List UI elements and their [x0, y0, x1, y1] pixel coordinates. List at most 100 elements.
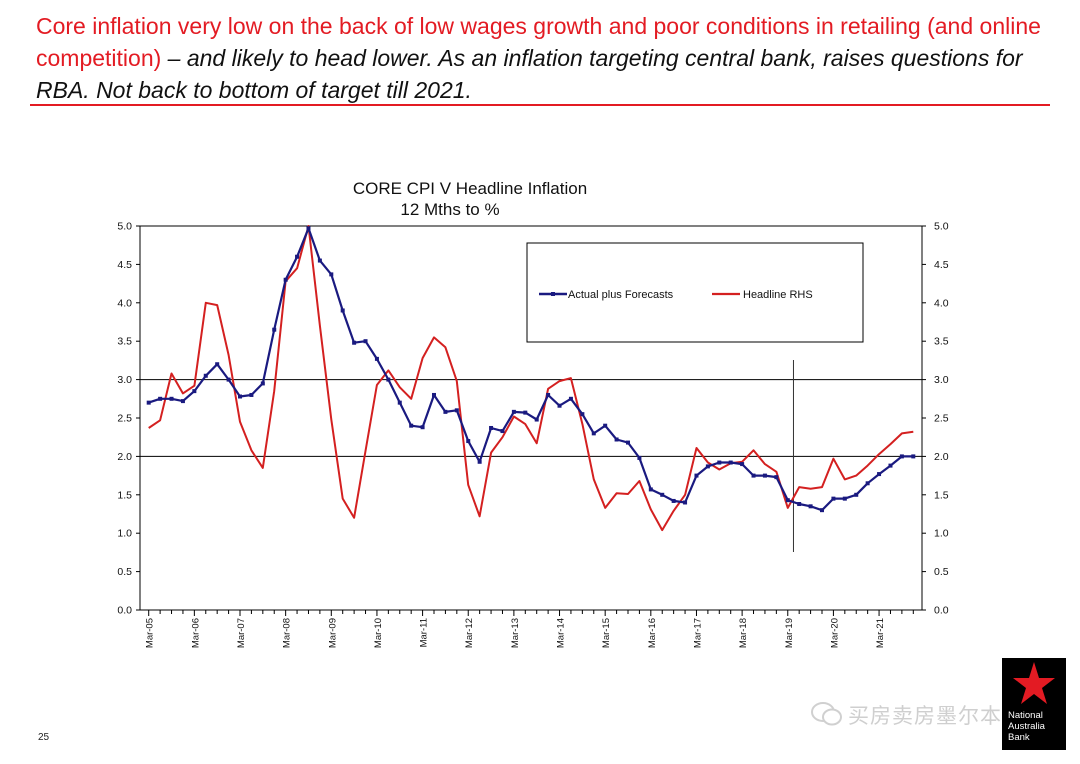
core-point: [591, 431, 596, 436]
x-tick-label: Mar-05: [145, 618, 156, 648]
logo-line1: National: [1008, 710, 1043, 721]
core-point: [717, 460, 722, 465]
y-tick-label-left: 5.0: [117, 221, 132, 233]
logo-text: National Australia Bank: [1008, 710, 1045, 743]
y-tick-label-right: 2.0: [934, 451, 949, 463]
watermark-text: 买房卖房墨尔本: [848, 704, 1002, 728]
x-tick-label: Mar-06: [190, 618, 201, 648]
star-icon: [1013, 662, 1055, 704]
core-point: [466, 439, 471, 444]
core-point: [374, 356, 379, 361]
slide-headline: Core inflation very low on the back of l…: [36, 10, 1046, 106]
core-point: [648, 487, 653, 492]
core-point: [146, 400, 151, 405]
core-point: [477, 459, 482, 464]
core-point: [283, 277, 288, 282]
core-point: [432, 392, 436, 397]
y-tick-label-right: 0.5: [934, 566, 949, 578]
core-point: [603, 423, 608, 428]
core-point: [489, 425, 494, 430]
core-point: [568, 396, 573, 401]
y-tick-label-left: 4.0: [117, 297, 132, 309]
core-point: [352, 340, 357, 345]
x-tick-label: Mar-09: [327, 618, 338, 648]
core-point: [329, 272, 334, 277]
legend-label-headline: Headline RHS: [743, 289, 813, 301]
core-point: [523, 410, 528, 415]
core-point: [751, 473, 756, 478]
y-tick-label-left: 3.0: [117, 374, 132, 386]
core-point: [877, 472, 882, 477]
headline-part1: Core inflation very low on the back of l…: [36, 13, 1041, 71]
x-tick-label: Mar-20: [829, 618, 840, 648]
core-point: [534, 417, 539, 422]
x-tick-label: Mar-08: [282, 618, 293, 648]
core-point: [397, 400, 402, 405]
legend-box: [526, 242, 864, 343]
core-point: [899, 454, 904, 459]
y-tick-label-right: 4.0: [934, 297, 949, 309]
core-point: [911, 454, 916, 459]
y-tick-label-right: 3.5: [934, 336, 949, 348]
core-point: [774, 475, 779, 480]
x-tick-label: Mar-10: [373, 618, 384, 648]
x-tick-label: Mar-11: [419, 618, 430, 647]
x-tick-label: Mar-21: [875, 618, 886, 648]
core-point: [203, 373, 208, 378]
core-point: [295, 254, 300, 259]
core-point: [249, 392, 254, 397]
title-divider: [30, 104, 1050, 106]
x-tick-label: Mar-14: [556, 618, 567, 648]
chart-title-block: CORE CPI V Headline Inflation 12 Mths to…: [290, 178, 650, 220]
core-point: [762, 473, 767, 478]
x-tick-label: Mar-18: [738, 618, 749, 648]
core-point: [831, 496, 836, 501]
core-point: [785, 498, 790, 503]
core-point: [169, 396, 174, 401]
y-tick-label-right: 3.0: [934, 374, 949, 386]
core-point: [626, 440, 630, 445]
x-tick-label: Mar-19: [784, 618, 795, 648]
y-tick-label-left: 3.5: [117, 336, 132, 348]
series-line-core: [148, 227, 914, 512]
core-point: [443, 409, 448, 414]
page-number: 25: [38, 732, 50, 743]
core-point: [557, 403, 562, 408]
core-point: [386, 377, 391, 382]
core-point: [865, 481, 870, 486]
core-point: [192, 389, 197, 394]
core-point: [306, 226, 311, 231]
core-point: [820, 508, 824, 513]
core-point: [614, 437, 619, 442]
x-tick-label: Mar-17: [692, 618, 703, 648]
wechat-icon: [811, 702, 842, 726]
y-tick-label-left: 0.0: [117, 605, 132, 617]
core-point: [728, 460, 733, 465]
headline-part2: – and likely to head lower. As an inflat…: [36, 45, 1023, 103]
core-point: [740, 462, 745, 467]
y-tick-label-right: 1.5: [934, 489, 949, 501]
y-tick-label-left: 1.5: [117, 489, 132, 501]
y-tick-label-left: 2.0: [117, 451, 132, 463]
y-tick-label-right: 5.0: [934, 221, 949, 233]
y-tick-label-left: 0.5: [117, 566, 132, 578]
legend-marker-core: [551, 292, 555, 296]
y-tick-label-right: 4.5: [934, 259, 949, 271]
core-point: [511, 409, 516, 414]
core-point: [854, 492, 859, 497]
x-tick-label: Mar-16: [647, 618, 658, 648]
x-tick-label: Mar-13: [510, 618, 521, 648]
core-point: [158, 396, 163, 401]
core-point: [180, 399, 185, 404]
core-point: [637, 455, 642, 460]
core-point: [340, 308, 345, 313]
core-point: [842, 496, 847, 501]
chart-subtitle: 12 Mths to %: [400, 200, 500, 219]
core-point: [546, 392, 551, 397]
core-point: [705, 464, 710, 469]
core-point: [797, 502, 802, 507]
core-point: [683, 500, 688, 505]
x-tick-label: Mar-12: [464, 618, 475, 648]
core-point: [317, 258, 322, 263]
